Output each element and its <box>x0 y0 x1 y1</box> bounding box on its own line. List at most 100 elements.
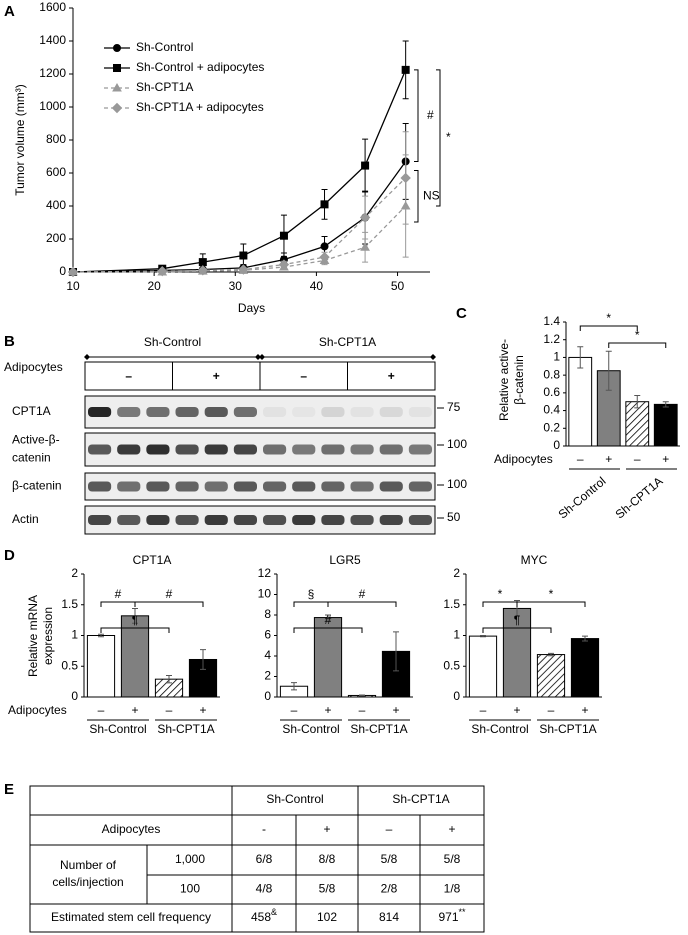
bar <box>86 635 116 698</box>
group-label: Sh-CPT1A <box>539 722 596 736</box>
y-tick-label: 12 <box>258 566 272 580</box>
legend-label: Sh-Control <box>136 40 193 54</box>
table-row-label: Adipocytes <box>102 822 161 836</box>
category-label: + <box>513 703 520 717</box>
table-header: Sh-CPT1A <box>392 792 449 806</box>
x-tick-label: 50 <box>391 279 405 293</box>
panel-label: A <box>4 3 15 20</box>
condition-label: – <box>125 369 132 383</box>
y-tick-label: 1.5 <box>61 597 78 611</box>
annotation: * <box>606 311 611 325</box>
table-cell: 5/8 <box>381 852 398 866</box>
error-bar <box>634 395 641 409</box>
blot-band <box>146 407 170 417</box>
annotation: # <box>325 613 332 627</box>
y-axis-label: Relative active- <box>497 339 511 421</box>
category-label: – <box>480 703 487 717</box>
row-label: Adipocytes <box>494 452 553 466</box>
table-cell: 100 <box>180 882 200 896</box>
y-axis-label: Tumor volume (mm³) <box>13 84 27 196</box>
y-tick-label: 1.5 <box>443 597 460 611</box>
table-cell: 5/8 <box>319 882 336 896</box>
marker <box>278 259 290 270</box>
y-tick-label: 0 <box>71 689 78 703</box>
blot-band <box>263 515 287 525</box>
marker <box>360 242 370 251</box>
blot-band <box>88 515 112 525</box>
y-tick-label: 0 <box>264 689 271 703</box>
condition-label: – <box>300 369 307 383</box>
blot-band <box>117 481 141 492</box>
bar <box>120 615 150 698</box>
category-label: + <box>324 703 331 717</box>
blot-band <box>88 444 112 455</box>
blot-band <box>117 515 141 525</box>
category-label: – <box>634 452 641 466</box>
blot-band <box>379 407 403 417</box>
table-cell: 971** <box>438 907 466 924</box>
blot-band <box>379 515 403 525</box>
blot-band <box>146 481 170 492</box>
footnote-mark: & <box>271 907 277 917</box>
y-tick-label: 2 <box>453 566 460 580</box>
blot-row-label: β-catenin <box>12 479 62 493</box>
blot-band <box>321 515 345 525</box>
group-end <box>259 354 265 360</box>
panel-label: E <box>4 781 14 798</box>
blot-row-label: Actin <box>12 512 39 526</box>
y-tick-label: 0 <box>453 689 460 703</box>
group-end <box>255 354 261 360</box>
blot-frame <box>84 505 436 535</box>
blot-frame <box>84 472 436 501</box>
y-tick-label: 4 <box>264 648 271 662</box>
error-bar <box>291 682 297 691</box>
annotation: * <box>446 130 451 144</box>
marker <box>197 265 209 276</box>
y-tick-label: 0 <box>59 264 66 278</box>
annotation: * <box>549 587 554 601</box>
error-bar <box>605 350 612 391</box>
size-marker-label: 50 <box>447 510 461 524</box>
blot-band <box>233 481 257 492</box>
y-tick-label: 1 <box>553 350 560 364</box>
size-marker-label: 100 <box>447 477 467 491</box>
y-tick-label: 2 <box>71 566 78 580</box>
blot-band <box>146 444 170 455</box>
group-label: Sh-CPT1A <box>613 474 666 522</box>
bracket <box>482 627 552 633</box>
annotation: § <box>308 587 315 601</box>
blot-frame <box>84 432 436 467</box>
y-tick-label: 800 <box>46 132 66 146</box>
bracket <box>516 601 586 607</box>
blot-row-label: CPT1A <box>12 404 51 418</box>
table-cell: 8/8 <box>319 852 336 866</box>
table-row-label: Number of <box>60 858 117 872</box>
y-tick-label: 0.2 <box>543 420 560 434</box>
marker <box>113 44 121 52</box>
condition-label: + <box>388 369 395 383</box>
marker <box>401 65 410 74</box>
x-tick-label: 40 <box>310 279 324 293</box>
y-tick-label: 1 <box>71 628 78 642</box>
marker <box>112 82 122 92</box>
bracket <box>436 69 441 207</box>
blot-band <box>292 481 316 492</box>
category-label: – <box>548 703 555 717</box>
bar <box>570 638 600 698</box>
annotation: ¶ <box>132 613 138 627</box>
group-label: Sh-Control <box>471 722 528 736</box>
marker <box>113 64 121 72</box>
x-tick-label: 20 <box>147 279 161 293</box>
blot-band <box>350 407 374 417</box>
blot-band <box>350 481 374 492</box>
table-cell: 1/8 <box>444 882 461 896</box>
blot-band <box>204 515 228 525</box>
series-line <box>72 161 407 273</box>
error-bar <box>98 633 104 638</box>
blot-band <box>263 481 287 492</box>
table-cell: + <box>448 822 455 836</box>
table-cell: 102 <box>317 910 337 924</box>
blot-frame <box>84 395 436 429</box>
blot-band <box>350 515 374 525</box>
group-end <box>430 354 436 360</box>
